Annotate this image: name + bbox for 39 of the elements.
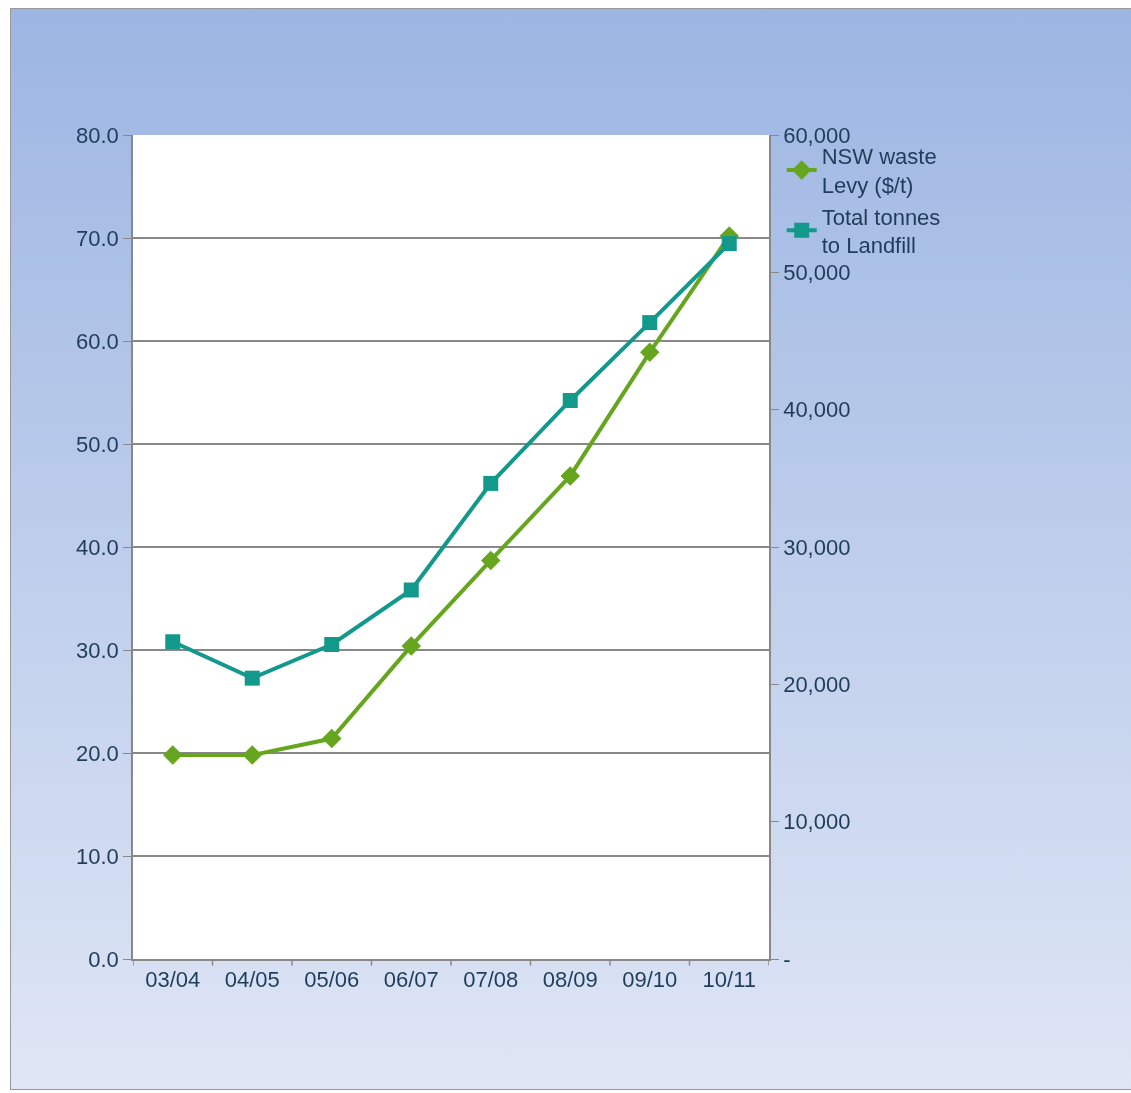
point xyxy=(324,637,340,653)
point xyxy=(322,728,342,749)
point xyxy=(721,236,737,252)
x-tick-label: 08/09 xyxy=(542,967,598,993)
y2-tick-label: 20,000 xyxy=(783,672,851,698)
point xyxy=(163,745,183,765)
y-tick-label: 60.0 xyxy=(76,328,119,354)
y-tick-label: 30.0 xyxy=(76,637,119,663)
x-tick-label: 07/08 xyxy=(463,967,519,993)
y2-tick-label: 40,000 xyxy=(783,397,851,423)
x-tick-label: 03/04 xyxy=(145,967,201,993)
y-tick-label: 20.0 xyxy=(76,740,119,766)
point xyxy=(483,475,499,491)
point xyxy=(481,550,501,571)
point xyxy=(562,392,578,408)
y-tick-label: 40.0 xyxy=(76,534,119,560)
point xyxy=(560,466,580,486)
point xyxy=(642,315,658,331)
y-tick-label: 10.0 xyxy=(76,843,119,869)
y-tick-label: 70.0 xyxy=(76,225,119,251)
x-tick-label: 10/11 xyxy=(702,967,756,993)
point xyxy=(403,582,419,598)
legend-label: Total tonnes to Landfill xyxy=(821,204,941,259)
y-tick-label: 50.0 xyxy=(76,431,119,457)
y2-tick-label: 10,000 xyxy=(783,809,851,835)
point xyxy=(640,342,660,363)
y-tick-label: 80.0 xyxy=(76,122,119,148)
x-tick-label: 04/05 xyxy=(224,967,280,993)
y2-tick-label: - xyxy=(783,946,791,972)
x-tick-label: 06/07 xyxy=(383,967,439,993)
point xyxy=(244,670,260,686)
point xyxy=(242,745,262,765)
y2-tick-label: 50,000 xyxy=(783,260,851,286)
x-tick-label: 09/10 xyxy=(622,967,678,993)
y-tick-label: 0.0 xyxy=(88,946,119,972)
y2-tick-label: 30,000 xyxy=(783,534,851,560)
point xyxy=(165,634,181,650)
x-tick-label: 05/06 xyxy=(304,967,360,993)
point xyxy=(401,636,421,656)
